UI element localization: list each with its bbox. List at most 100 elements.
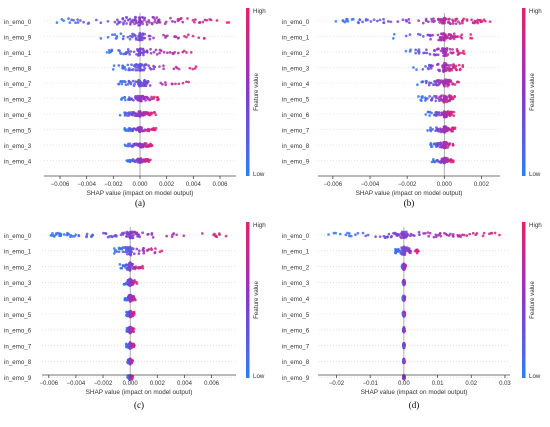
shap-point	[105, 50, 109, 54]
shap-point	[426, 66, 430, 70]
x-tick-label: 0.01	[432, 381, 444, 387]
shap-point	[387, 20, 390, 23]
shap-point	[85, 232, 89, 236]
shap-point	[133, 22, 136, 26]
feature-label: in_emo_4	[282, 296, 310, 303]
shap-point	[124, 144, 127, 147]
shap-point	[142, 251, 146, 255]
shap-point	[444, 144, 448, 147]
shap-point	[125, 159, 129, 162]
shap-point	[132, 64, 136, 67]
shap-point	[438, 141, 441, 145]
shap-point	[488, 20, 492, 24]
shap-point	[462, 17, 466, 21]
shap-point	[428, 33, 432, 37]
feature-label: in_emo_3	[282, 65, 310, 72]
shap-point	[120, 96, 124, 100]
shap-point	[129, 81, 133, 85]
shap-point	[432, 142, 436, 146]
shap-point	[118, 113, 122, 117]
shap-point	[172, 67, 176, 71]
shap-point	[134, 97, 138, 100]
shap-point	[332, 231, 336, 235]
shap-point	[447, 94, 451, 97]
shap-point	[138, 20, 142, 23]
shap-point	[417, 95, 420, 98]
shap-point	[127, 111, 131, 114]
shap-point	[145, 23, 149, 26]
shap-point	[461, 65, 465, 69]
shap-point	[134, 94, 138, 98]
shap-point	[171, 233, 174, 236]
shap-point	[174, 82, 177, 86]
shap-point	[427, 110, 430, 114]
shap-point	[423, 96, 427, 100]
shap-point	[123, 96, 126, 99]
shap-point	[407, 249, 411, 252]
shap-point	[448, 37, 452, 41]
feature-label: in_emo_9	[282, 158, 310, 165]
feature-label: in_emo_2	[4, 96, 32, 103]
shap-point	[131, 20, 134, 24]
shap-point	[122, 34, 125, 38]
shap-point	[148, 84, 152, 87]
shap-point	[132, 50, 136, 54]
shap-point	[99, 21, 103, 25]
shap-point	[404, 34, 408, 38]
shap-point	[137, 249, 141, 253]
shap-point	[160, 249, 164, 253]
shap-point	[132, 84, 136, 88]
shap-point	[392, 32, 396, 36]
shap-point	[116, 22, 119, 26]
shap-point	[479, 20, 483, 24]
shap-point	[462, 49, 465, 53]
shap-point	[449, 112, 453, 115]
shap-point	[445, 81, 449, 84]
shap-point	[138, 23, 142, 27]
shap-point	[421, 35, 425, 38]
shap-point	[144, 99, 147, 102]
x-tick-label: 0.00	[398, 381, 410, 387]
shap-point	[460, 33, 464, 37]
shap-point	[121, 263, 125, 267]
shap-point	[132, 252, 136, 256]
shap-point	[116, 18, 119, 22]
shap-point	[126, 18, 130, 22]
shap-point	[429, 37, 432, 41]
shap-point	[128, 160, 132, 163]
shap-point	[141, 113, 145, 117]
shap-point	[429, 126, 432, 130]
shap-point	[140, 160, 144, 164]
shap-point	[149, 51, 153, 55]
shap-point	[426, 97, 429, 100]
shap-point	[417, 19, 421, 22]
shap-point	[364, 234, 368, 238]
shap-point	[452, 32, 456, 36]
shap-point	[327, 233, 330, 236]
shap-point	[402, 230, 406, 234]
shap-point	[426, 129, 429, 132]
shap-point	[215, 19, 219, 22]
shap-point	[130, 97, 134, 101]
shap-point	[361, 20, 364, 24]
shap-point	[430, 111, 433, 115]
shap-point	[135, 282, 139, 285]
shap-point	[395, 248, 399, 252]
shap-point	[126, 35, 130, 39]
shap-point	[452, 51, 455, 54]
shap-point	[458, 234, 462, 237]
shap-point	[143, 128, 147, 132]
colorbar	[246, 8, 250, 176]
shap-point	[449, 51, 453, 55]
shap-point	[476, 18, 480, 22]
shap-point	[187, 80, 190, 84]
x-tick-label: 0.02	[465, 381, 477, 387]
shap-point	[85, 235, 88, 239]
shap-point	[137, 83, 141, 86]
shap-point	[138, 53, 142, 57]
shap-point	[465, 234, 469, 238]
shap-point	[142, 144, 146, 148]
feature-label: in_emo_8	[282, 143, 310, 150]
shap-point	[70, 18, 73, 22]
shap-point	[120, 82, 124, 86]
